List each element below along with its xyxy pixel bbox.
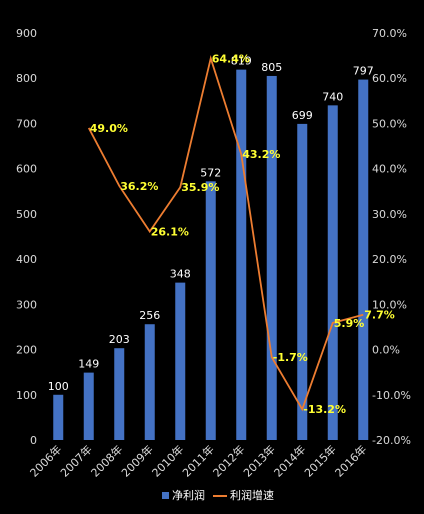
left-axis: 0 100 200 300 400 500 600 700 800 900 [16, 27, 37, 447]
bar [144, 324, 155, 440]
left-tick-label: 300 [16, 298, 37, 311]
bar [266, 75, 277, 440]
bar [236, 69, 247, 440]
x-tick-label: 2006年 [27, 442, 64, 479]
left-tick-label: 800 [16, 72, 37, 85]
rate-value-label: 5.9% [334, 317, 365, 330]
rate-value-label: -1.7% [273, 351, 308, 364]
bar-value-label: 100 [48, 380, 69, 393]
rate-line [87, 54, 364, 412]
bar-value-label: 149 [78, 358, 99, 371]
right-tick-label: 20.0% [372, 253, 407, 266]
left-tick-label: 0 [30, 434, 37, 447]
right-tick-label: -10.0% [372, 389, 411, 402]
bar [114, 348, 125, 440]
left-tick-label: 900 [16, 27, 37, 40]
left-tick-label: 600 [16, 163, 37, 176]
x-tick-label: 2011年 [179, 442, 216, 479]
right-tick-label: 10.0% [372, 298, 407, 311]
bar-value-label: 740 [322, 90, 343, 103]
right-tick-label: 0.0% [372, 344, 400, 357]
right-tick-label: 60.0% [372, 72, 407, 85]
bar-value-label: 256 [139, 309, 160, 322]
x-tick-label: 2010年 [149, 442, 186, 479]
legend-line-label: 利润增速 [230, 488, 274, 502]
bar-value-label: 572 [200, 166, 221, 179]
rate-value-label: 35.9% [181, 181, 219, 194]
right-tick-label: 40.0% [372, 163, 407, 176]
bar-labels: 100 149 203 256 348 572 819 805 699 740 797 [48, 55, 374, 393]
bar [175, 282, 186, 440]
bar-series [53, 69, 369, 440]
legend-bar-label: 净利润 [172, 488, 205, 502]
x-axis: 2006年2007年2008年2009年2010年2011年2012年2013年… [27, 442, 369, 479]
right-axis: -20.0% -10.0% 0.0% 10.0% 20.0% 30.0% 40.0% 50.0… [372, 27, 411, 447]
bar [358, 79, 369, 440]
rate-value-label: 49.0% [90, 122, 128, 135]
rate-value-label: -13.2% [303, 403, 346, 416]
bar-value-label: 819 [231, 55, 252, 68]
x-tick-label: 2012年 [210, 442, 247, 479]
right-tick-label: 70.0% [372, 27, 407, 40]
bar-value-label: 203 [109, 333, 130, 346]
legend-bar-swatch [162, 492, 169, 499]
rate-value-label: 7.7% [364, 309, 395, 322]
right-tick-label: 30.0% [372, 208, 407, 221]
x-tick-label: 2016年 [332, 442, 369, 479]
bar [327, 105, 338, 440]
left-tick-label: 700 [16, 117, 37, 130]
rate-value-label: 36.2% [120, 180, 158, 193]
x-tick-label: 2014年 [271, 442, 308, 479]
x-tick-label: 2015年 [301, 442, 338, 479]
bar-value-label: 805 [261, 61, 282, 74]
rate-value-label: 43.2% [242, 148, 280, 161]
x-tick-label: 2009年 [118, 442, 155, 479]
bar-value-label: 699 [292, 109, 313, 122]
x-tick-label: 2007年 [57, 442, 94, 479]
left-tick-label: 400 [16, 253, 37, 266]
bar-value-label: 348 [170, 268, 191, 281]
bar [53, 394, 64, 440]
legend: 净利润 利润增速 [162, 488, 274, 502]
left-tick-label: 200 [16, 344, 37, 357]
line-series [87, 54, 364, 412]
bar-value-label: 797 [353, 65, 374, 78]
bar [83, 372, 94, 440]
rate-labels: 49.0% 36.2% 26.1% 35.9% 64.4% 43.2% -1.7% -13.2… [90, 52, 395, 416]
left-tick-label: 100 [16, 389, 37, 402]
x-tick-label: 2013年 [240, 442, 277, 479]
left-tick-label: 500 [16, 208, 37, 221]
rate-value-label: 64.4% [212, 52, 250, 65]
bar [297, 123, 308, 440]
x-tick-label: 2008年 [88, 442, 125, 479]
bar [205, 181, 216, 440]
rate-value-label: 26.1% [151, 226, 189, 239]
right-tick-label: -20.0% [372, 434, 411, 447]
right-tick-label: 50.0% [372, 117, 407, 130]
